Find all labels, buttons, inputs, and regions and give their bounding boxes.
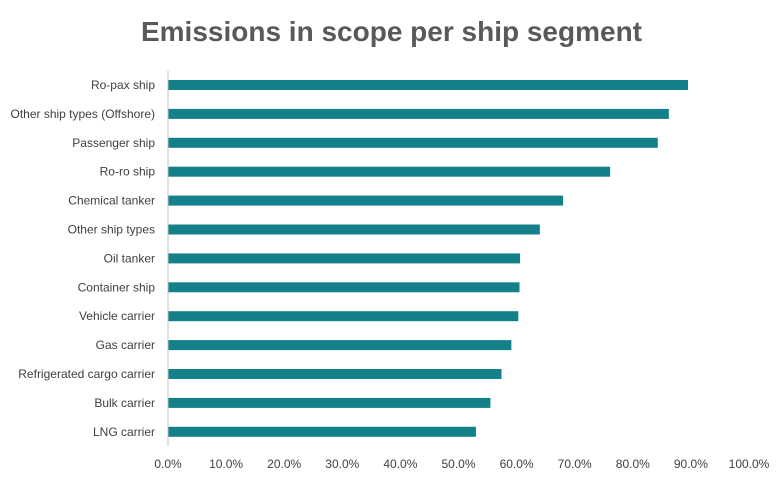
x-tick-label: 90.0% [674,457,708,471]
category-label: Other ship types [68,223,155,237]
category-label: Ro-ro ship [100,165,156,179]
bar [168,253,521,264]
x-tick-label: 70.0% [558,457,592,471]
bar [168,166,611,177]
bar [168,426,476,437]
x-tick-label: 60.0% [500,457,534,471]
bar [168,311,519,322]
category-label: Oil tanker [104,251,155,265]
x-tick-label: 10.0% [209,457,243,471]
category-label: LNG carrier [93,425,155,439]
chart-title: Emissions in scope per ship segment [140,16,643,47]
bar [168,195,564,206]
category-label: Chemical tanker [68,194,155,208]
category-label: Container ship [78,280,156,294]
bar [168,282,520,293]
bar [168,80,688,90]
bar [168,397,491,408]
category-label: Vehicle carrier [79,309,155,323]
bar [168,369,502,379]
bar [168,224,540,235]
x-tick-label: 50.0% [441,457,475,471]
category-label: Gas carrier [96,338,155,352]
category-label: Refrigerated cargo carrier [18,367,155,381]
x-tick-label: 40.0% [383,457,417,471]
x-tick-label: 80.0% [616,457,650,471]
category-label: Other ship types (Offshore) [10,107,155,121]
bar [168,137,658,148]
category-label: Passenger ship [72,136,155,150]
x-tick-label: 100.0% [729,457,770,471]
x-tick-label: 20.0% [267,457,301,471]
x-tick-label: 30.0% [325,457,359,471]
bar [168,108,669,119]
category-label: Bulk carrier [94,396,155,410]
category-label: Ro-pax ship [91,78,155,92]
bar [168,340,512,351]
x-tick-label: 0.0% [154,457,182,471]
